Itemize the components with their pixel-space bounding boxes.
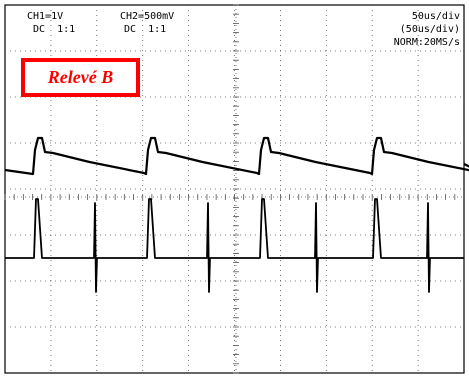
annotation-label-box: Relevé B xyxy=(21,58,140,97)
channel-1-trace xyxy=(4,136,469,176)
channel-2-trace xyxy=(5,198,464,293)
ch1-coupling-readout: DC 1:1 xyxy=(33,24,76,35)
timebase-readout: 50us/div xyxy=(411,11,460,22)
ch1-scale-readout: CH1=1V xyxy=(27,11,64,22)
acquisition-mode-readout: NORM:20MS/s xyxy=(393,37,460,48)
ch2-coupling-readout: DC 1:1 xyxy=(124,24,167,35)
annotation-label: Relevé B xyxy=(47,67,114,87)
ch2-scale-readout: CH2=500mV xyxy=(120,11,175,22)
timebase-zoom-readout: (50us/div) xyxy=(399,24,460,35)
